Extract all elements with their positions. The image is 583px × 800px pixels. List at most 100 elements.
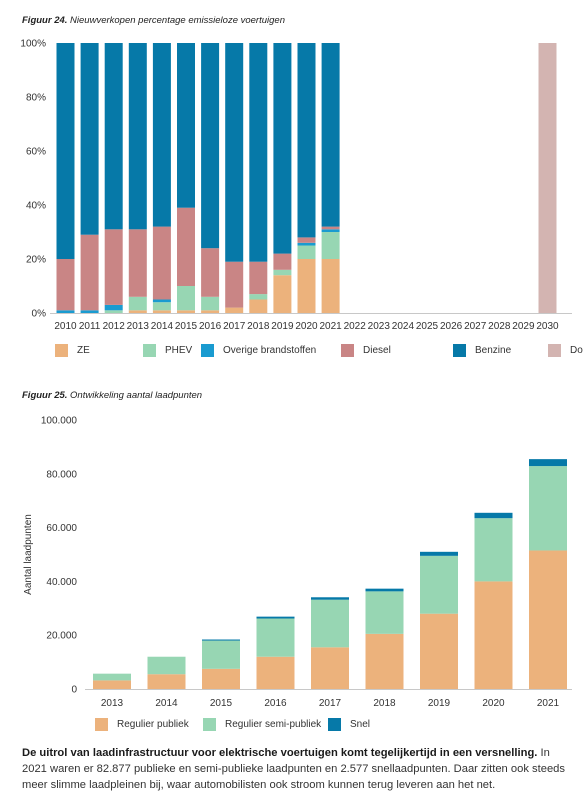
legend-label: Benzine — [475, 345, 512, 356]
x-tick-label: 2014 — [151, 321, 174, 332]
x-tick-label: 2012 — [103, 321, 126, 332]
y-tick-label: 100.000 — [41, 416, 78, 427]
bar-segment-regulier-semi-publiek — [420, 555, 458, 614]
x-tick-label: 2024 — [392, 321, 415, 332]
caption-text: In 2021 waren er 82.877 publieke en semi… — [22, 747, 565, 791]
bar-segment-ze — [225, 307, 244, 313]
y-tick-label: 100% — [20, 39, 46, 50]
x-tick-label: 2025 — [416, 321, 439, 332]
figure25-title-text: Ontwikkeling aantal laadpunten — [70, 390, 203, 401]
x-tick-label: 2013 — [101, 698, 124, 709]
figure24-title-text: Nieuwverkopen percentage emissieloze voe… — [70, 15, 285, 26]
bar-segment-diesel — [321, 226, 340, 230]
legend-item-phev: PHEV — [143, 344, 201, 357]
bar-segment-diesel — [297, 237, 316, 243]
legend-label: Doel ZE — [570, 345, 583, 356]
bar-segment-benzine — [104, 43, 123, 230]
bar-segment-benzine — [297, 43, 316, 238]
y-tick-label: 80% — [26, 93, 46, 104]
bar-segment-snel — [474, 512, 513, 519]
bar-segment-regulier-semi-publiek — [474, 518, 513, 582]
bar-segment-benzine — [128, 43, 147, 230]
bar-segment-snel — [529, 459, 567, 467]
bar-segment-regulier-semi-publiek — [93, 673, 131, 681]
x-tick-label: 2018 — [373, 698, 396, 709]
bar-segment-snel — [420, 551, 458, 556]
bar-segment-regulier-publiek — [529, 550, 567, 689]
bar-segment-ze — [273, 275, 292, 313]
legend-item-benzine: Benzine — [453, 344, 548, 357]
bar-segment-diesel — [273, 253, 292, 270]
x-tick-label: 2017 — [223, 321, 246, 332]
bar-segment-phev — [201, 296, 220, 311]
y-tick-label: 80.000 — [46, 469, 77, 480]
bar-segment-benzine — [56, 43, 75, 259]
bar-segment-ze — [297, 259, 316, 313]
legend-label: PHEV — [165, 345, 193, 356]
legend-label: Diesel — [363, 345, 391, 356]
x-tick-label: 2021 — [319, 321, 342, 332]
x-tick-label: 2016 — [264, 698, 287, 709]
x-tick-label: 2019 — [428, 698, 451, 709]
x-tick-label: 2028 — [488, 321, 511, 332]
legend-item-diesel: Diesel — [341, 344, 453, 357]
bar-segment-diesel — [104, 229, 123, 305]
bar-segment-phev — [249, 294, 268, 300]
bar-segment-benzine — [80, 43, 99, 235]
y-tick-label: 0 — [71, 685, 77, 696]
bar-segment-diesel — [128, 229, 147, 297]
caption-bold: De uitrol van laadinfrastructuur voor el… — [22, 747, 538, 759]
x-tick-label: 2020 — [295, 321, 318, 332]
x-tick-label: 2015 — [210, 698, 233, 709]
figure24-chart: 0%20%40%60%80%100%2010 2011 2012 2013 2014 20… — [20, 39, 572, 332]
legend-item-doel-ze: Doel ZE — [548, 344, 583, 357]
bar-segment-regulier-publiek — [420, 613, 458, 689]
figure25-chart: 0 20.000 40.000 60.000 80.000 100.000 2013 2014… — [23, 416, 572, 709]
bar-segment-overige-brandstoffen — [80, 310, 99, 313]
bar-segment-regulier-semi-publiek — [529, 466, 567, 551]
legend-swatch — [95, 718, 108, 731]
bar-segment-diesel — [201, 248, 220, 297]
bar-segment-overige-brandstoffen — [104, 304, 123, 311]
bar-segment-regulier-publiek — [202, 668, 240, 689]
bar-segment-overige-brandstoffen — [297, 242, 316, 246]
legend-swatch — [55, 344, 68, 357]
bar-segment-doel-ze — [538, 43, 557, 313]
figure-caption: De uitrol van laadinfrastructuur voor el… — [22, 745, 567, 793]
bar-segment-regulier-publiek — [311, 647, 349, 689]
y-tick-label: 60% — [26, 147, 46, 158]
x-tick-label: 2018 — [247, 321, 270, 332]
bar-segment-regulier-publiek — [365, 633, 404, 689]
bar-segment-overige-brandstoffen — [321, 229, 340, 232]
legend-swatch — [548, 344, 561, 357]
bar-segment-diesel — [152, 226, 171, 300]
y-tick-label: 40% — [26, 201, 46, 212]
y-tick-label: 20% — [26, 255, 46, 266]
x-tick-label: 2014 — [155, 698, 178, 709]
y-tick-label: 60.000 — [46, 523, 77, 534]
bar-segment-benzine — [249, 43, 268, 262]
legend-item-ze: ZE — [55, 344, 143, 357]
y-tick-label: 20.000 — [46, 631, 77, 642]
y-axis-label: Aantal laadpunten — [23, 514, 34, 595]
bar-segment-overige-brandstoffen — [56, 310, 75, 313]
bar-segment-regulier-publiek — [147, 674, 186, 689]
x-tick-label: 2023 — [368, 321, 391, 332]
bar-segment-snel — [311, 597, 349, 600]
x-tick-label: 2030 — [536, 321, 559, 332]
legend-swatch — [203, 718, 216, 731]
figure25-label: Figuur 25. — [22, 390, 68, 401]
bar-segment-benzine — [321, 43, 340, 227]
bar-segment-phev — [297, 245, 316, 259]
y-tick-label: 0% — [32, 309, 47, 320]
legend-swatch — [341, 344, 354, 357]
bar-segment-regulier-semi-publiek — [365, 591, 404, 634]
x-tick-label: 2011 — [79, 321, 101, 332]
legend-swatch — [143, 344, 156, 357]
x-tick-label: 2027 — [464, 321, 487, 332]
figure24-legend: ZE PHEV Overige brandstoffen Diesel Benzine D… — [55, 344, 583, 357]
bar-segment-phev — [321, 232, 340, 259]
bar-segment-ze — [128, 310, 147, 313]
bar-segment-diesel — [177, 207, 195, 286]
x-tick-label: 2016 — [199, 321, 222, 332]
